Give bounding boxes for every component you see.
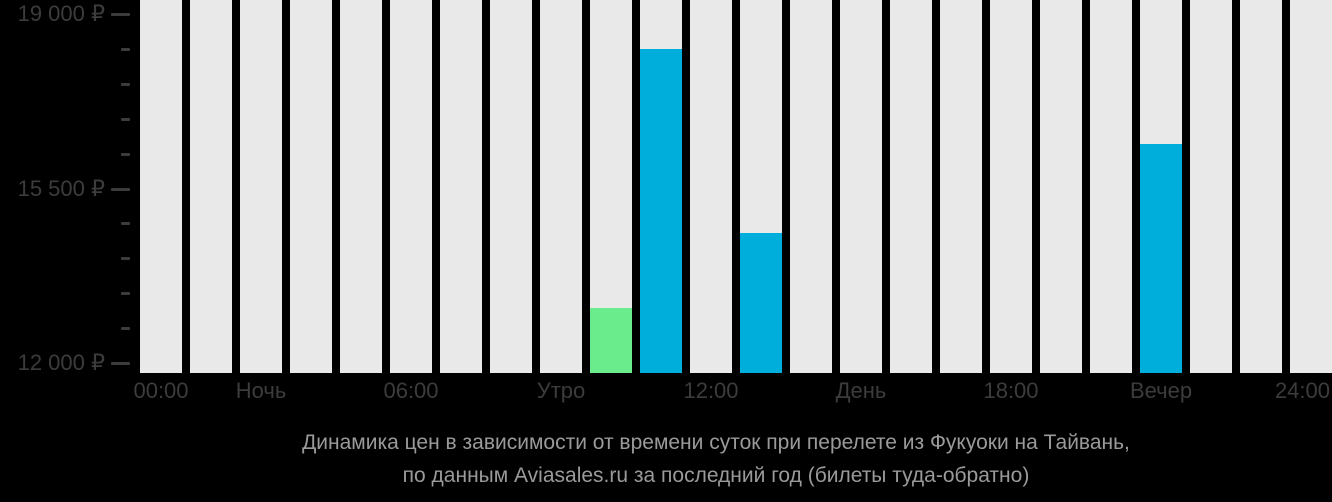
- price-bar-hour-9[interactable]: [590, 308, 632, 373]
- plot-area: [140, 0, 1332, 373]
- bar-placeholder: [890, 0, 932, 373]
- caption-line-1: Динамика цен в зависимости от времени су…: [302, 431, 1130, 454]
- bar-placeholder: [1240, 0, 1282, 373]
- bar-placeholder: [690, 0, 732, 373]
- x-axis-label: 18:00: [983, 378, 1039, 403]
- price-bar-hour-12[interactable]: [740, 233, 782, 373]
- y-axis-major-tick: [111, 13, 130, 16]
- y-axis-minor-tick: [121, 152, 130, 156]
- bar-placeholder: [990, 0, 1032, 373]
- y-axis-major-tick: [111, 187, 130, 191]
- bar-placeholder: [1040, 0, 1082, 373]
- price-bar-hour-10[interactable]: [640, 48, 682, 373]
- y-axis-minor-tick: [121, 222, 130, 226]
- y-axis-minor-tick: [121, 327, 130, 331]
- bar-placeholder: [340, 0, 382, 373]
- y-axis-minor-tick: [121, 257, 130, 261]
- bar-placeholder: [940, 0, 982, 373]
- caption-line-2: по данным Aviasales.ru за последний год …: [402, 464, 1030, 487]
- bar-placeholder: [1090, 0, 1132, 373]
- bar-placeholder: [440, 0, 482, 373]
- bar-placeholder: [290, 0, 332, 373]
- x-axis-label: 00:00: [133, 378, 189, 403]
- y-axis-minor-tick: [121, 292, 130, 296]
- x-axis-label: Утро: [536, 378, 586, 403]
- bar-placeholder: [1190, 0, 1232, 373]
- bar-placeholder: [140, 0, 182, 373]
- price-bar-hour-20[interactable]: [1140, 143, 1182, 373]
- x-axis-label: 12:00: [683, 378, 739, 403]
- y-axis-label: 15 500 ₽: [17, 175, 105, 201]
- x-axis-label: 06:00: [383, 378, 439, 403]
- bar-placeholder: [840, 0, 882, 373]
- bar-placeholder: [240, 0, 282, 373]
- y-axis-major-tick: [111, 362, 130, 365]
- y-axis-label: 12 000 ₽: [17, 350, 105, 375]
- y-axis-label: 19 000 ₽: [17, 1, 105, 26]
- y-axis-minor-tick: [121, 82, 130, 86]
- x-axis-label: День: [835, 378, 887, 403]
- bar-placeholder: [790, 0, 832, 373]
- bar-placeholder: [390, 0, 432, 373]
- bar-placeholder: [490, 0, 532, 373]
- x-axis-label: Ночь: [235, 378, 287, 403]
- bar-placeholder: [1290, 0, 1332, 373]
- x-axis-label: Вечер: [1129, 378, 1193, 403]
- bar-placeholder: [540, 0, 582, 373]
- y-axis-minor-tick: [121, 117, 130, 121]
- y-axis-minor-tick: [121, 47, 130, 51]
- x-axis-label: 24:00: [1274, 378, 1330, 403]
- bar-placeholder: [190, 0, 232, 373]
